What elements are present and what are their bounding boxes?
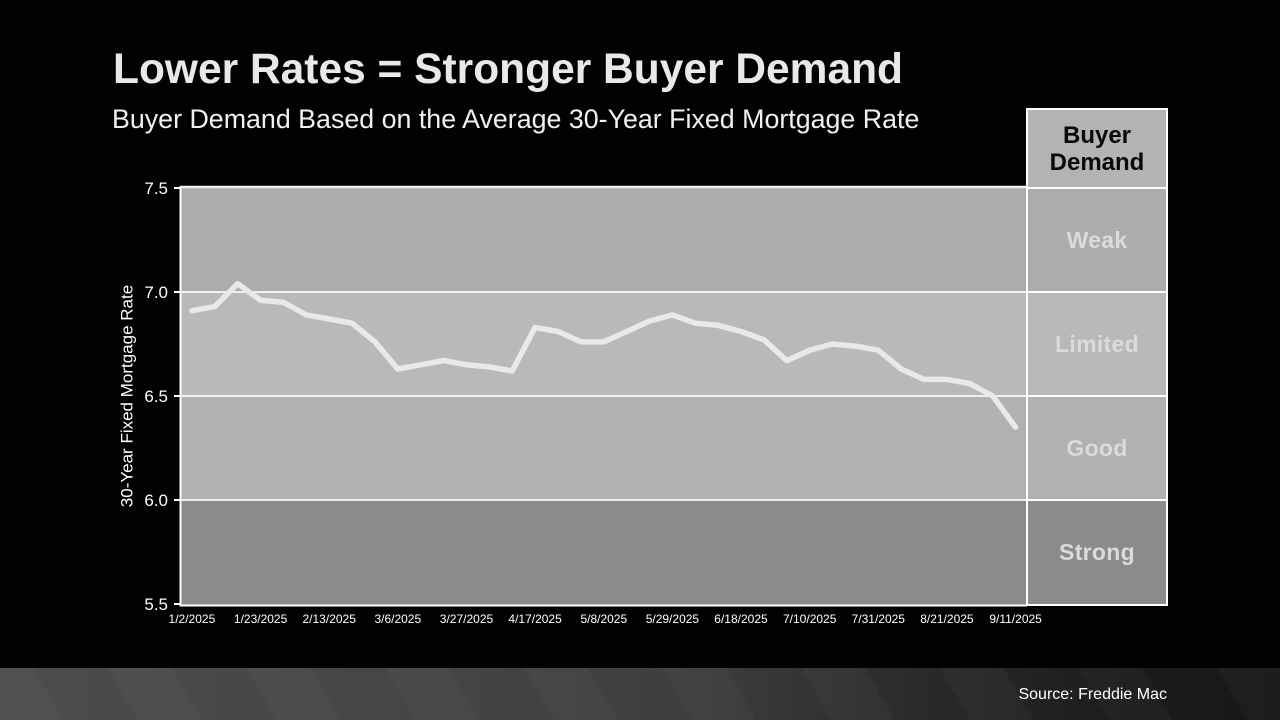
svg-text:3/27/2025: 3/27/2025: [440, 612, 494, 626]
svg-text:7.0: 7.0: [144, 283, 168, 302]
svg-text:30-Year Fixed Mortgage Rate: 30-Year Fixed Mortgage Rate: [118, 285, 137, 507]
svg-text:7.5: 7.5: [144, 179, 168, 198]
svg-text:5.5: 5.5: [144, 595, 168, 614]
svg-text:3/6/2025: 3/6/2025: [374, 612, 421, 626]
svg-text:1/2/2025: 1/2/2025: [169, 612, 216, 626]
svg-text:2/13/2025: 2/13/2025: [303, 612, 357, 626]
svg-text:Demand: Demand: [1050, 149, 1145, 176]
svg-text:Good: Good: [1066, 435, 1127, 461]
svg-text:9/11/2025: 9/11/2025: [989, 612, 1042, 626]
svg-text:Strong: Strong: [1059, 539, 1135, 565]
svg-text:Limited: Limited: [1055, 331, 1139, 357]
svg-text:6.0: 6.0: [144, 491, 168, 510]
svg-text:Buyer: Buyer: [1063, 122, 1131, 149]
svg-text:5/29/2025: 5/29/2025: [646, 612, 700, 626]
svg-text:Weak: Weak: [1067, 227, 1128, 253]
svg-text:7/31/2025: 7/31/2025: [852, 612, 906, 626]
svg-text:6/18/2025: 6/18/2025: [714, 612, 768, 626]
svg-text:6.5: 6.5: [144, 387, 168, 406]
svg-text:1/23/2025: 1/23/2025: [234, 612, 288, 626]
svg-text:7/10/2025: 7/10/2025: [783, 612, 837, 626]
svg-text:4/17/2025: 4/17/2025: [508, 612, 562, 626]
svg-text:5/8/2025: 5/8/2025: [580, 612, 627, 626]
svg-text:8/21/2025: 8/21/2025: [920, 612, 974, 626]
